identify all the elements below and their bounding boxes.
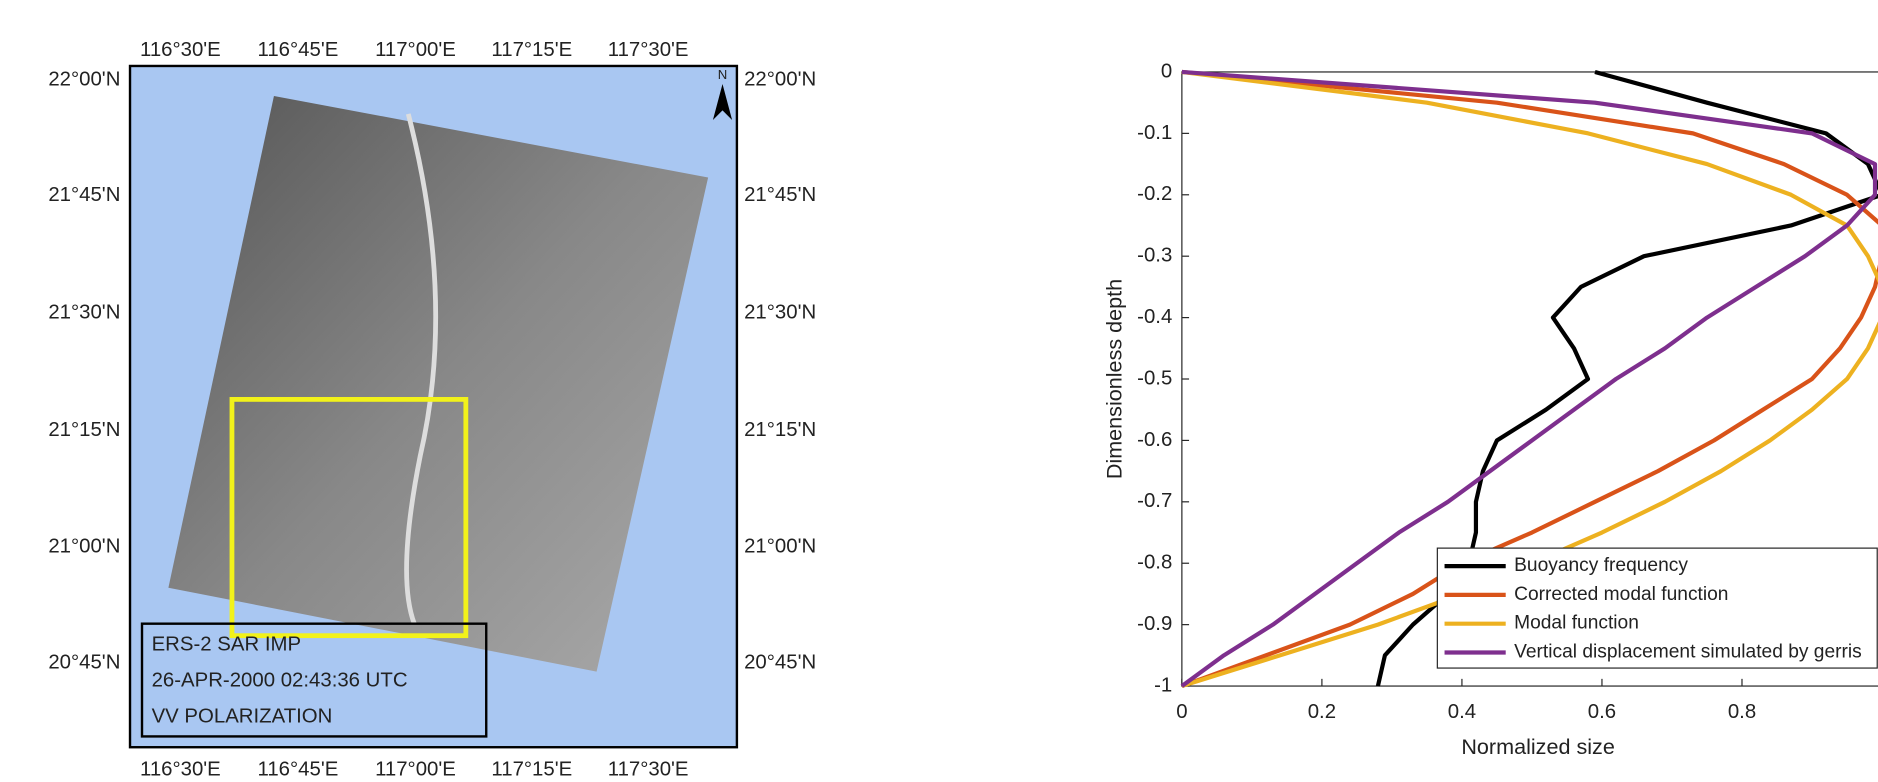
- series-line: [1181, 69, 1878, 689]
- lat-label: 21°45'N: [48, 184, 120, 206]
- chart: 0 0.2 0.4 0.6 0.8 0 -0.1 -0.2 -0.3 -0.4 -0.5 -0.6 -0…: [1102, 60, 1878, 759]
- x-tick-label: 0.4: [1448, 701, 1476, 723]
- lon-label: 116°30'E: [140, 758, 221, 780]
- map: N 116°30'E 116°30'E 116°45'E 116°45'E 117°00…: [48, 39, 816, 781]
- y-tick-label: -0.5: [1137, 367, 1172, 389]
- info-text: 26-APR-2000 02:43:36 UTC: [152, 670, 408, 692]
- lat-label: 20°45'N: [744, 652, 816, 674]
- lat-label: 21°45'N: [744, 184, 816, 206]
- lon-label: 117°15'E: [491, 39, 572, 61]
- x-tick-label: 0.8: [1728, 701, 1756, 723]
- x-tick-label: 0.2: [1308, 701, 1336, 723]
- x-tick-label: 0: [1176, 701, 1187, 723]
- y-tick-label: -0.8: [1137, 552, 1172, 574]
- lat-label: 20°45'N: [48, 652, 120, 674]
- lat-label: 21°15'N: [744, 419, 816, 441]
- y-tick-label: -1: [1154, 674, 1172, 696]
- y-tick-label: -0.3: [1137, 245, 1172, 267]
- y-tick-label: 0: [1161, 60, 1172, 82]
- info-box: [140, 622, 488, 738]
- sar-image: [168, 95, 709, 672]
- lon-label: 116°30'E: [140, 39, 221, 61]
- y-tick-label: -0.6: [1137, 429, 1172, 451]
- north-arrow: [712, 83, 733, 120]
- lon-label: 117°00'E: [375, 758, 456, 780]
- lat-label: 21°00'N: [744, 535, 816, 557]
- x-tick-label: 0.6: [1588, 701, 1616, 723]
- lon-label: 116°45'E: [258, 758, 339, 780]
- y-axis-label: Dimensionless depth: [1102, 279, 1127, 479]
- series-line: [1180, 69, 1878, 688]
- lat-label: 21°00'N: [48, 535, 120, 557]
- x-axis-label: Normalized size: [1461, 734, 1615, 759]
- north-label: N: [718, 67, 728, 82]
- lat-label: 21°15'N: [48, 419, 120, 441]
- y-tick-label: -0.4: [1137, 306, 1172, 328]
- study-box: [229, 396, 469, 639]
- legend-box: [1436, 547, 1878, 669]
- lat-label: 22°00'N: [48, 69, 120, 91]
- lat-label: 21°30'N: [744, 301, 816, 323]
- legend-label: Vertical displacement simulated by gerri…: [1514, 642, 1862, 663]
- y-tick-label: -0.2: [1137, 183, 1172, 205]
- legend-label: Corrected modal function: [1514, 584, 1728, 605]
- info-text: VV POLARIZATION: [152, 706, 333, 728]
- lat-label: 21°30'N: [48, 301, 120, 323]
- lon-label: 116°45'E: [258, 39, 339, 61]
- lat-label: 22°00'N: [744, 69, 816, 91]
- lon-label: 117°15'E: [491, 758, 572, 780]
- y-tick-label: -0.1: [1137, 122, 1172, 144]
- info-text: ERS-2 SAR IMP: [152, 634, 301, 656]
- legend-label: Modal function: [1514, 613, 1639, 634]
- y-tick-label: -0.9: [1137, 613, 1172, 635]
- wave-front: [404, 113, 439, 625]
- y-tick-label: -0.7: [1137, 490, 1172, 512]
- lon-label: 117°30'E: [608, 758, 689, 780]
- lon-label: 117°00'E: [375, 39, 456, 61]
- legend-label: Buoyancy frequency: [1514, 555, 1688, 576]
- lon-label: 117°30'E: [608, 39, 689, 61]
